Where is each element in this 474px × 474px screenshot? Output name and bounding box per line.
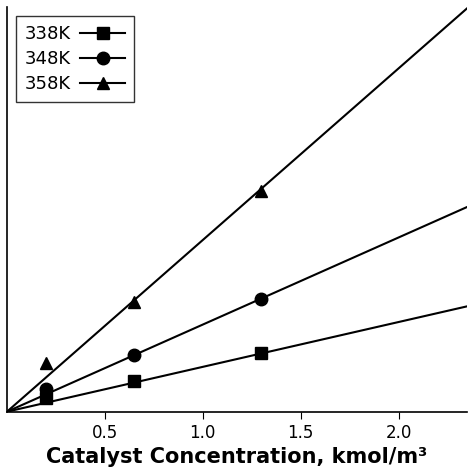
- X-axis label: Catalyst Concentration, kmol/m³: Catalyst Concentration, kmol/m³: [46, 447, 428, 467]
- Legend: 338K, 348K, 358K: 338K, 348K, 358K: [16, 16, 134, 102]
